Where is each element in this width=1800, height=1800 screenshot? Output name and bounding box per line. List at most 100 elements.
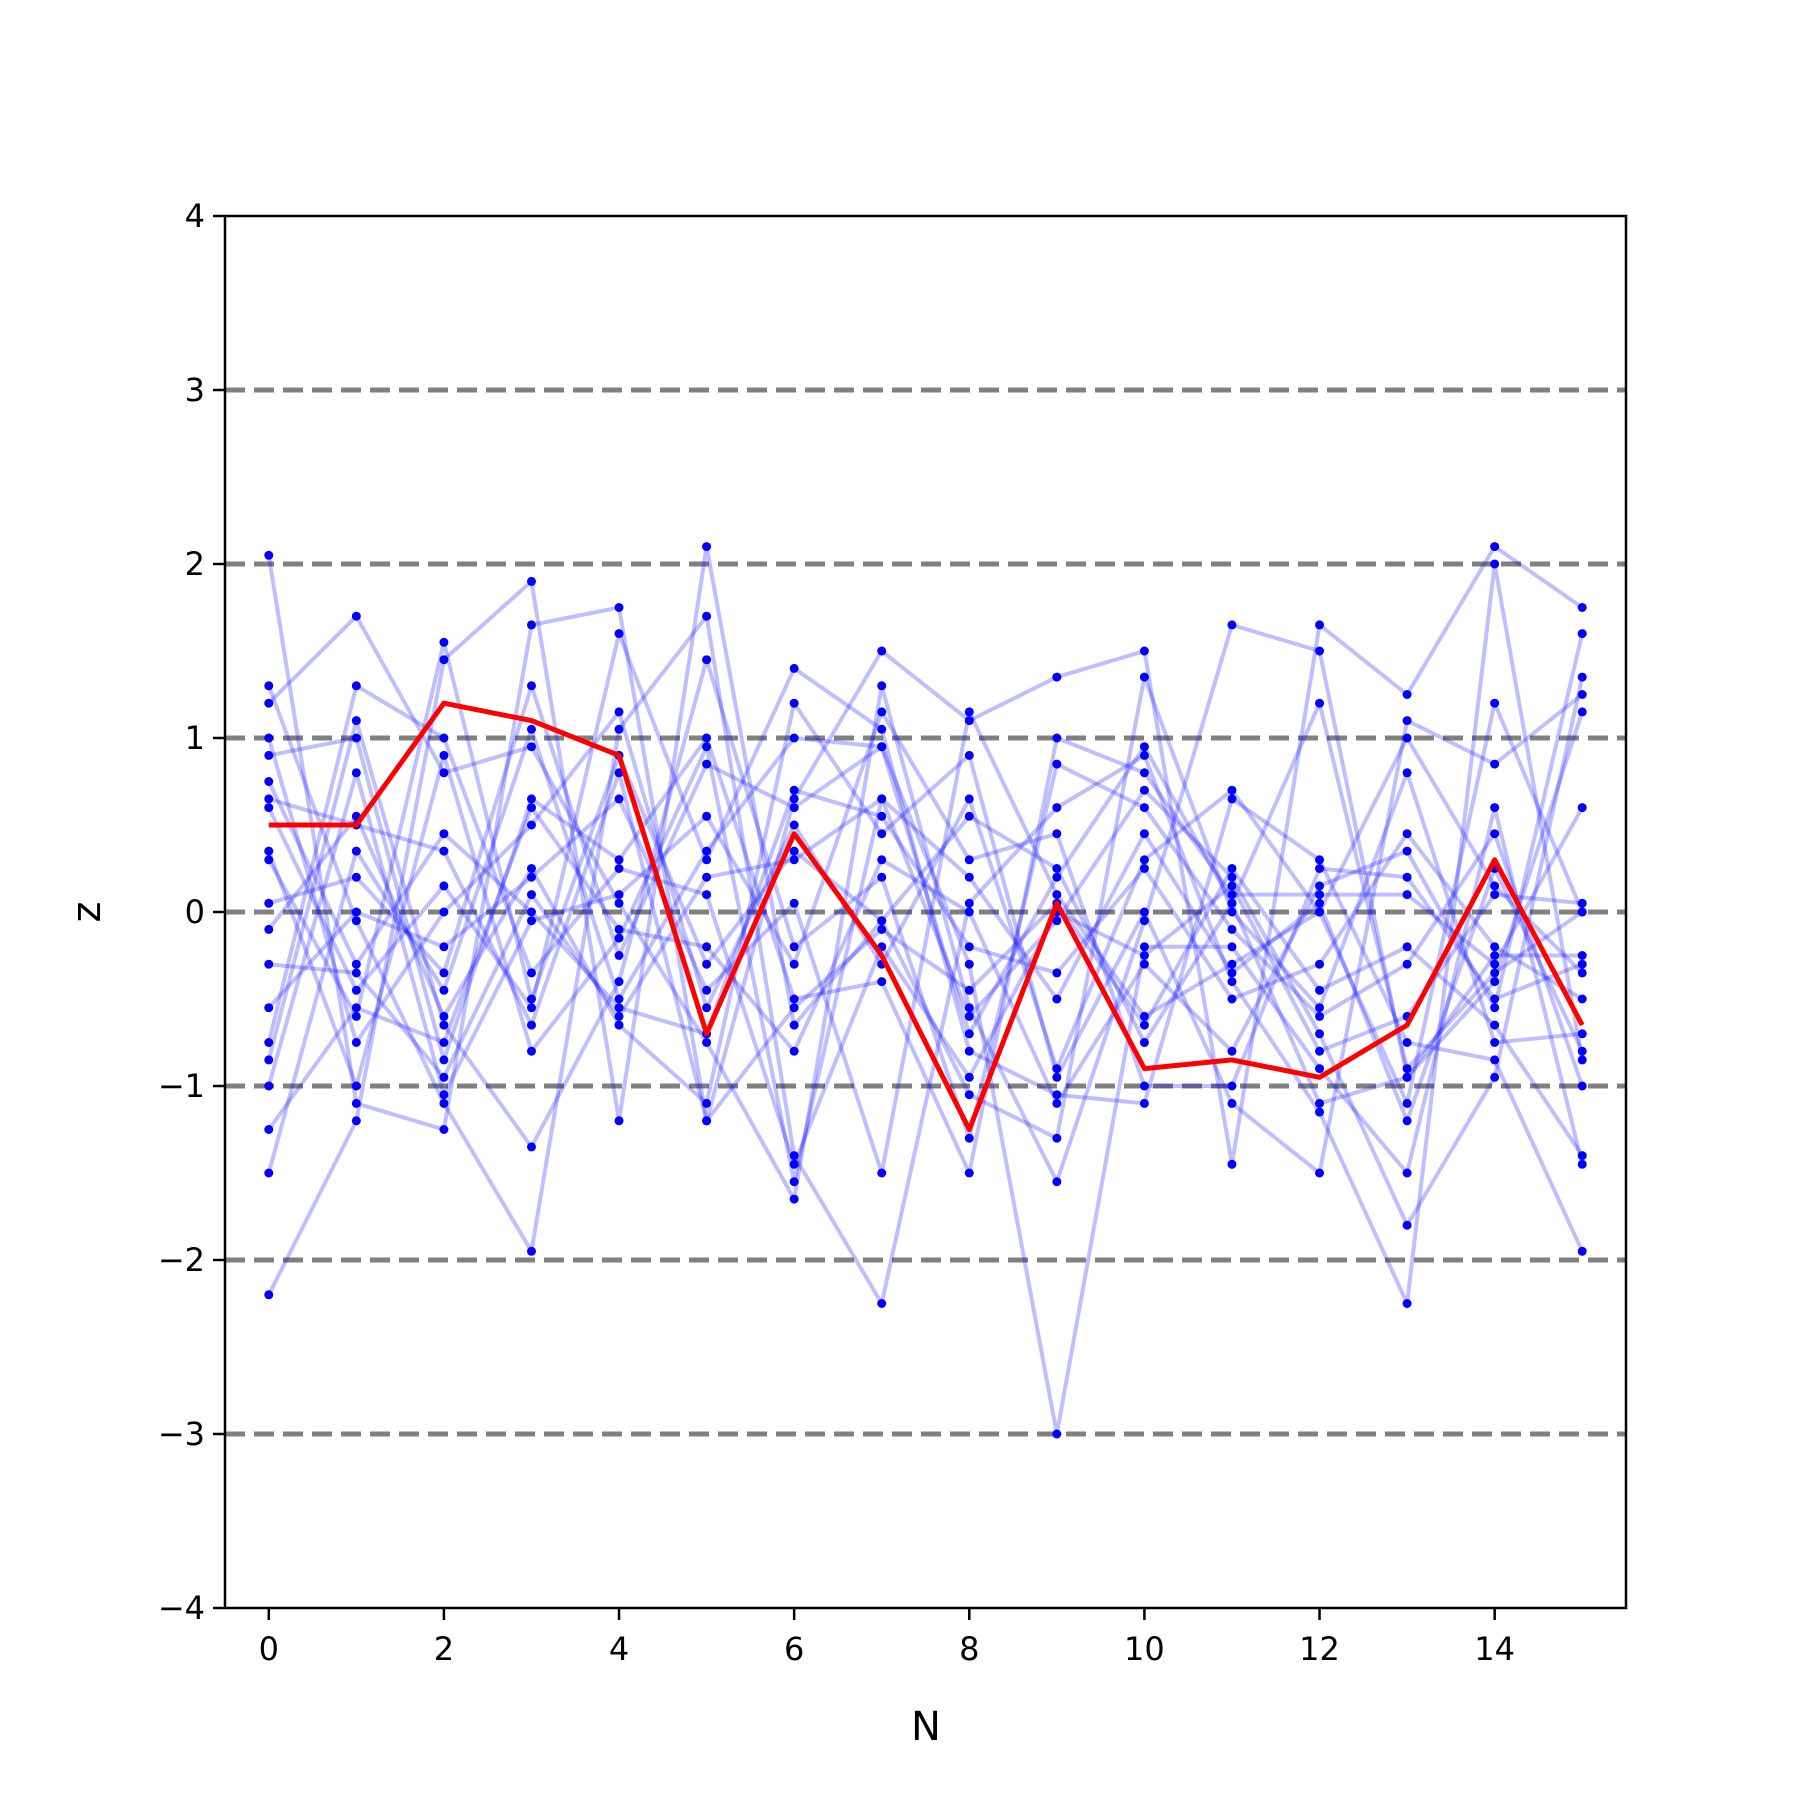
- data-point: [264, 698, 274, 708]
- data-point: [964, 1072, 974, 1082]
- data-point: [1490, 698, 1500, 708]
- data-point: [1577, 672, 1587, 682]
- data-point: [1402, 1098, 1412, 1108]
- x-axis-ticks: 0 2 4 6 8 10 12 14: [259, 1608, 1515, 1668]
- data-point: [1402, 872, 1412, 882]
- data-point: [439, 881, 449, 891]
- data-point: [1315, 1107, 1325, 1117]
- data-point: [1052, 1090, 1062, 1100]
- data-point: [702, 733, 712, 743]
- data-point: [1052, 733, 1062, 743]
- data-point: [1052, 890, 1062, 900]
- data-point: [1402, 1072, 1412, 1082]
- data-point: [1139, 750, 1149, 760]
- data-point: [964, 959, 974, 969]
- trajectory-line: [266, 544, 1583, 1296]
- data-point: [1139, 785, 1149, 795]
- data-point: [789, 959, 799, 969]
- data-point: [964, 794, 974, 804]
- x-tick-label: 8: [959, 1630, 979, 1668]
- data-point: [964, 1046, 974, 1056]
- data-point: [439, 733, 449, 743]
- data-point: [1052, 1133, 1062, 1143]
- data-point: [264, 681, 274, 691]
- data-point: [1577, 1046, 1587, 1056]
- data-point: [1139, 907, 1149, 917]
- data-point: [614, 1116, 624, 1126]
- data-point: [1402, 716, 1412, 726]
- data-point: [877, 829, 887, 839]
- data-point: [1315, 959, 1325, 969]
- data-point: [702, 872, 712, 882]
- data-point: [877, 646, 887, 656]
- data-point: [1577, 959, 1587, 969]
- data-point: [702, 1038, 712, 1047]
- data-point: [1139, 951, 1149, 960]
- data-point: [1052, 829, 1062, 839]
- data-point: [351, 846, 361, 856]
- data-point: [1490, 959, 1500, 969]
- trajectory-line: [268, 770, 1584, 1157]
- data-point: [1490, 803, 1500, 813]
- data-point: [526, 1142, 536, 1152]
- data-point: [1227, 924, 1237, 934]
- data-point: [1139, 768, 1149, 778]
- data-point: [439, 1055, 449, 1065]
- data-point: [1402, 890, 1412, 900]
- data-point: [702, 855, 712, 865]
- data-point: [1577, 994, 1587, 1004]
- data-point: [964, 855, 974, 865]
- data-point: [614, 794, 624, 804]
- data-point: [351, 716, 361, 726]
- data-point: [264, 1055, 274, 1065]
- data-point: [1227, 864, 1237, 873]
- data-point: [614, 855, 624, 865]
- data-point: [1577, 1029, 1587, 1039]
- data-point: [1139, 1011, 1149, 1021]
- data-point: [1227, 907, 1237, 917]
- data-point: [1227, 785, 1237, 795]
- data-point: [614, 977, 624, 987]
- data-point: [1577, 951, 1587, 960]
- data-point: [526, 576, 536, 586]
- data-point: [351, 985, 361, 995]
- data-point: [1490, 542, 1500, 552]
- data-point: [1490, 1072, 1500, 1082]
- data-point: [789, 1159, 799, 1169]
- data-point: [789, 898, 799, 908]
- data-point: [1227, 1081, 1237, 1091]
- data-point: [264, 924, 274, 934]
- y-tick-label: 1: [185, 719, 205, 757]
- data-point: [964, 716, 974, 726]
- data-point: [877, 855, 887, 865]
- highlight-line: [268, 700, 1585, 1132]
- data-point: [1052, 803, 1062, 813]
- data-point: [1490, 968, 1500, 978]
- data-point: [439, 968, 449, 978]
- data-point: [1402, 959, 1412, 969]
- data-point: [702, 985, 712, 995]
- data-point: [264, 1125, 274, 1134]
- data-point: [526, 968, 536, 978]
- data-point: [964, 1011, 974, 1021]
- data-point: [1139, 942, 1149, 952]
- data-point: [789, 785, 799, 795]
- data-point: [526, 803, 536, 813]
- data-point: [1490, 977, 1500, 987]
- data-point: [1315, 1046, 1325, 1056]
- data-point: [1315, 855, 1325, 865]
- data-point: [351, 1116, 361, 1126]
- data-point: [789, 1177, 799, 1187]
- data-point: [1227, 1098, 1237, 1108]
- data-point: [702, 611, 712, 621]
- y-tick-label: −3: [158, 1415, 205, 1453]
- x-tick-label: 4: [609, 1630, 629, 1668]
- data-point: [789, 1020, 799, 1030]
- data-point: [614, 951, 624, 960]
- data-point: [1315, 1064, 1325, 1074]
- data-point: [789, 846, 799, 856]
- data-point: [1402, 690, 1412, 699]
- data-point: [351, 1038, 361, 1047]
- data-point: [526, 794, 536, 804]
